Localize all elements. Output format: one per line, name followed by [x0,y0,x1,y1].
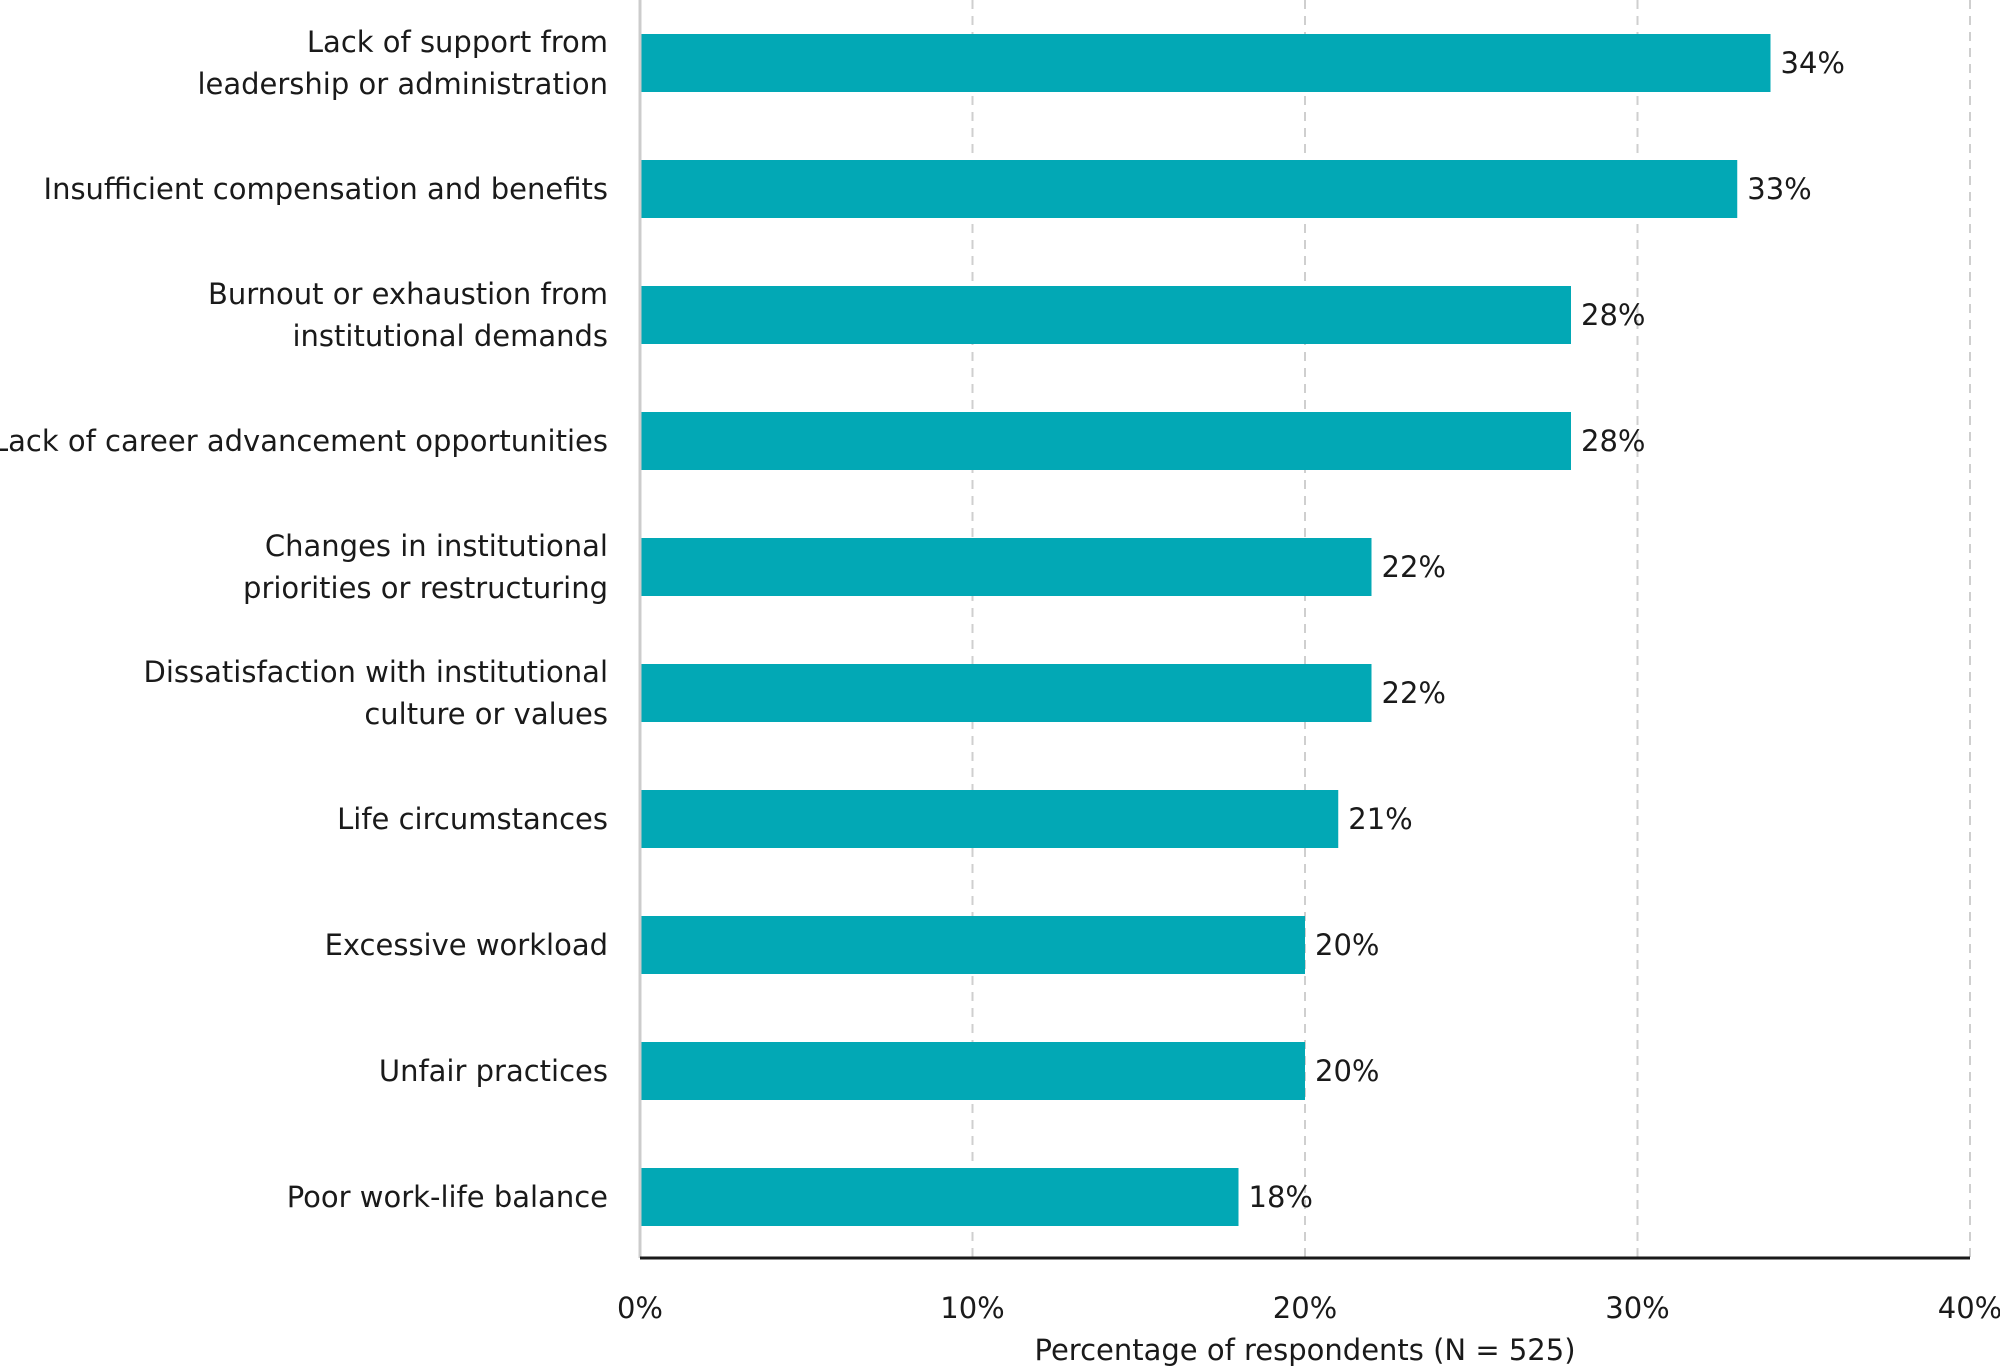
data-label: 28% [1581,424,1645,458]
x-tick-label: 30% [1605,1291,1669,1325]
category-label-line: leadership or administration [197,67,608,101]
category-label-line: Changes in institutional [265,529,608,563]
bar [640,1168,1239,1226]
category-labels: Lack of support from leadership or admini… [0,25,608,1214]
category-label-line: Insufficient compensation and benefits [44,172,608,206]
data-label: 21% [1348,802,1412,836]
category-label: Insufficient compensation and benefits [44,172,608,206]
category-label: Excessive workload [325,928,608,962]
bar [640,34,1771,92]
data-label: 34% [1781,46,1845,80]
bars [640,34,1771,1226]
bar [640,790,1339,848]
category-label-line: institutional demands [293,319,609,353]
bar [640,286,1571,344]
x-tick-label: 40% [1938,1291,2000,1325]
category-label-line: Poor work-life balance [287,1180,608,1214]
value-labels: 34% 33% 28% 28% 22% 22% 21% 20% 20% 18% [1249,46,1845,1214]
data-label: 18% [1249,1180,1313,1214]
bar [640,1042,1305,1100]
category-label-line: Excessive workload [325,928,608,962]
x-tick-labels: 0% 10% 20% 30% 40% [617,1291,2000,1325]
category-label: Burnout or exhaustion from institutional … [208,277,608,353]
category-label-line: Unfair practices [379,1054,608,1088]
x-tick-label: 0% [617,1291,663,1325]
data-label: 33% [1747,172,1811,206]
category-label: Lack of career advancement opportunities [0,424,608,458]
data-label: 22% [1382,550,1446,584]
x-tick-label: 10% [940,1291,1004,1325]
data-label: 20% [1315,928,1379,962]
category-label-line: Dissatisfaction with institutional [144,655,608,689]
category-label: Lack of support from leadership or admini… [197,25,608,101]
category-label-line: Lack of support from [307,25,608,59]
bar [640,160,1738,218]
data-label: 22% [1382,676,1446,710]
data-label: 28% [1581,298,1645,332]
category-label-line: culture or values [364,697,608,731]
x-axis-title: Percentage of respondents (N = 525) [1034,1333,1575,1367]
data-label: 20% [1315,1054,1379,1088]
category-label: Unfair practices [379,1054,608,1088]
category-label-line: Burnout or exhaustion from [208,277,608,311]
category-label-line: Lack of career advancement opportunities [0,424,608,458]
bar [640,538,1372,596]
category-label: Changes in institutional priorities or re… [243,529,608,605]
x-tick-label: 20% [1273,1291,1337,1325]
category-label-line: priorities or restructuring [243,571,608,605]
category-label: Dissatisfaction with institutional cultur… [144,655,608,731]
category-label: Poor work-life balance [287,1180,608,1214]
category-label: Life circumstances [337,802,608,836]
bar [640,412,1571,470]
category-label-line: Life circumstances [337,802,608,836]
bar [640,664,1372,722]
bar [640,916,1305,974]
axes [638,0,1970,1260]
